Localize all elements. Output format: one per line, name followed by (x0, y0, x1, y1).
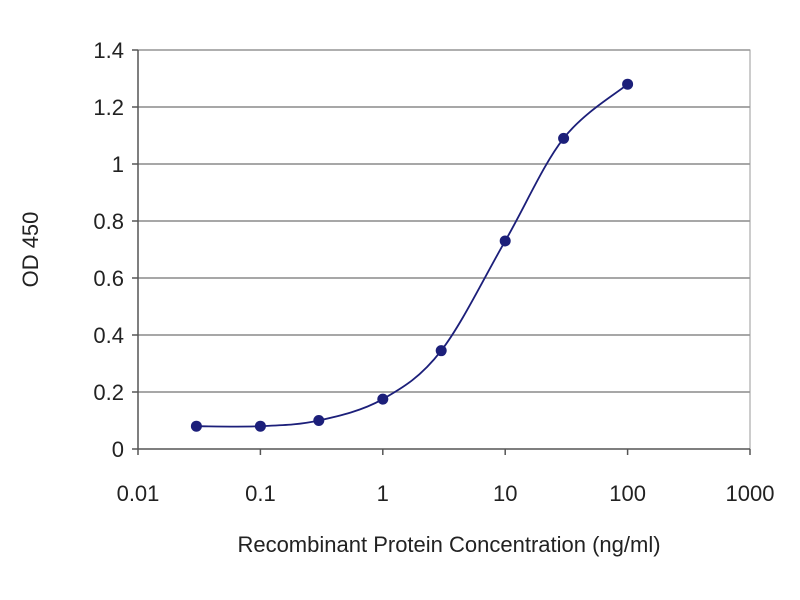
x-tick-label: 1000 (726, 481, 775, 506)
x-tick-label: 0.1 (245, 481, 276, 506)
y-axis: 0 0.2 0.4 0.6 0.8 1 1.2 1.4 (93, 38, 139, 462)
x-tick-label: 10 (493, 481, 517, 506)
x-tick-label: 1 (377, 481, 389, 506)
y-tick-label: 1 (112, 152, 124, 177)
x-axis: 0.01 0.1 1 10 100 1000 (117, 448, 775, 506)
data-point (190, 420, 202, 432)
y-tick-label: 1.2 (93, 95, 124, 120)
data-point (435, 345, 447, 357)
y-tick-label: 0.8 (93, 209, 124, 234)
data-point (499, 235, 511, 247)
gridlines (138, 49, 750, 393)
y-axis-title: OD 450 (18, 212, 43, 288)
y-tick-label: 0.2 (93, 380, 124, 405)
plot-area (137, 49, 751, 450)
data-point (377, 393, 389, 405)
x-tick-label: 0.01 (117, 481, 160, 506)
y-tick-label: 0.6 (93, 266, 124, 291)
x-tick-label: 100 (609, 481, 646, 506)
y-tick-label: 1.4 (93, 38, 124, 63)
data-point (622, 78, 634, 90)
x-axis-title: Recombinant Protein Concentration (ng/ml… (237, 532, 660, 557)
series-layer (190, 78, 634, 432)
y-tick-label: 0 (112, 437, 124, 462)
data-point (313, 415, 325, 426)
series-0-curve (196, 83, 629, 428)
data-point (558, 132, 570, 144)
y-tick-label: 0.4 (93, 323, 124, 348)
data-point (254, 420, 266, 432)
